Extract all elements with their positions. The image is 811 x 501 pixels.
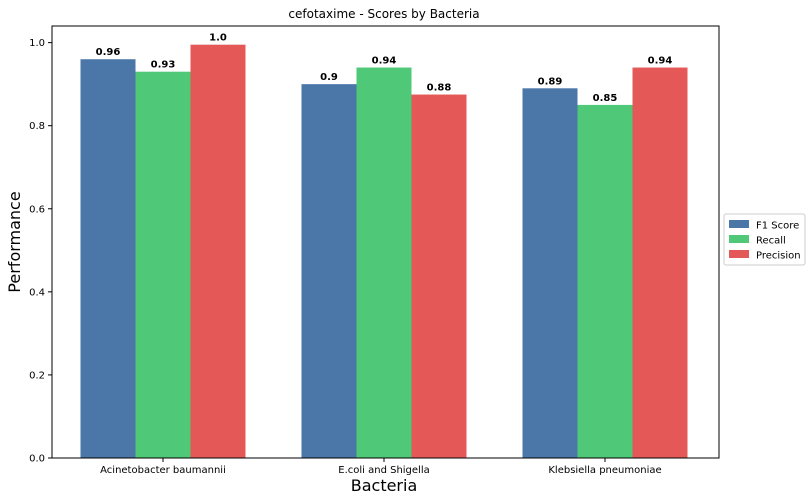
value-label-f1-score-3: 0.89 — [538, 76, 563, 87]
y-axis-ticks: 0.0 0.2 0.4 0.6 0.8 1.0 — [29, 38, 52, 465]
bar-f1-score-2 — [301, 84, 357, 459]
bar-f1-score-1 — [80, 59, 136, 458]
y-tick-label: 0.4 — [29, 287, 45, 298]
plot-area-frame — [51, 25, 720, 459]
chart-title: cefotaxime - Scores by Bacteria — [288, 7, 479, 21]
value-label-precision-3: 0.94 — [648, 56, 673, 67]
legend-items: F1 Score Recall Precision — [729, 220, 801, 262]
value-label-precision-1: 1.0 — [209, 33, 227, 44]
y-tick-label: 0.8 — [29, 121, 45, 132]
bar-precision-2 — [411, 94, 467, 458]
value-labels-layer: 0.96 0.93 1.0 0.9 0.94 0.88 0.89 0.85 0.94 — [96, 33, 673, 104]
y-tick-label: 0.2 — [29, 370, 45, 381]
x-tick-label: Klebsiella pneumoniae — [548, 465, 661, 476]
x-axis-label: Bacteria — [351, 476, 418, 495]
legend: F1 Score Recall Precision — [723, 213, 806, 266]
legend-label-f1-score: F1 Score — [756, 221, 799, 232]
value-label-recall-3: 0.85 — [593, 93, 618, 104]
legend-label-recall: Recall — [756, 236, 786, 247]
legend-swatch-recall — [729, 235, 749, 243]
y-tick-label: 0.0 — [29, 454, 45, 465]
legend-swatch-f1-score — [729, 220, 749, 228]
legend-label-precision: Precision — [756, 251, 801, 262]
bar-precision-1 — [190, 44, 246, 458]
bars-layer — [80, 44, 688, 459]
bar-precision-3 — [632, 67, 688, 458]
bar-recall-1 — [135, 71, 191, 458]
value-label-f1-score-2: 0.9 — [320, 72, 338, 83]
x-tick-label: E.coli and Shigella — [338, 465, 430, 476]
bar-recall-3 — [577, 104, 633, 459]
x-axis-ticks: Acinetobacter baumannii E.coli and Shigel… — [100, 458, 662, 476]
value-label-precision-2: 0.88 — [427, 83, 452, 94]
value-label-recall-1: 0.93 — [151, 60, 176, 71]
y-tick-label: 1.0 — [29, 38, 45, 49]
y-tick-label: 0.6 — [29, 204, 45, 215]
legend-swatch-precision — [729, 250, 749, 258]
bar-f1-score-3 — [522, 88, 578, 458]
value-label-recall-2: 0.94 — [372, 56, 397, 67]
bar-recall-2 — [356, 67, 412, 458]
y-axis-label: Performance — [5, 191, 24, 292]
value-label-f1-score-1: 0.96 — [96, 47, 121, 58]
x-tick-label: Acinetobacter baumannii — [100, 465, 226, 476]
